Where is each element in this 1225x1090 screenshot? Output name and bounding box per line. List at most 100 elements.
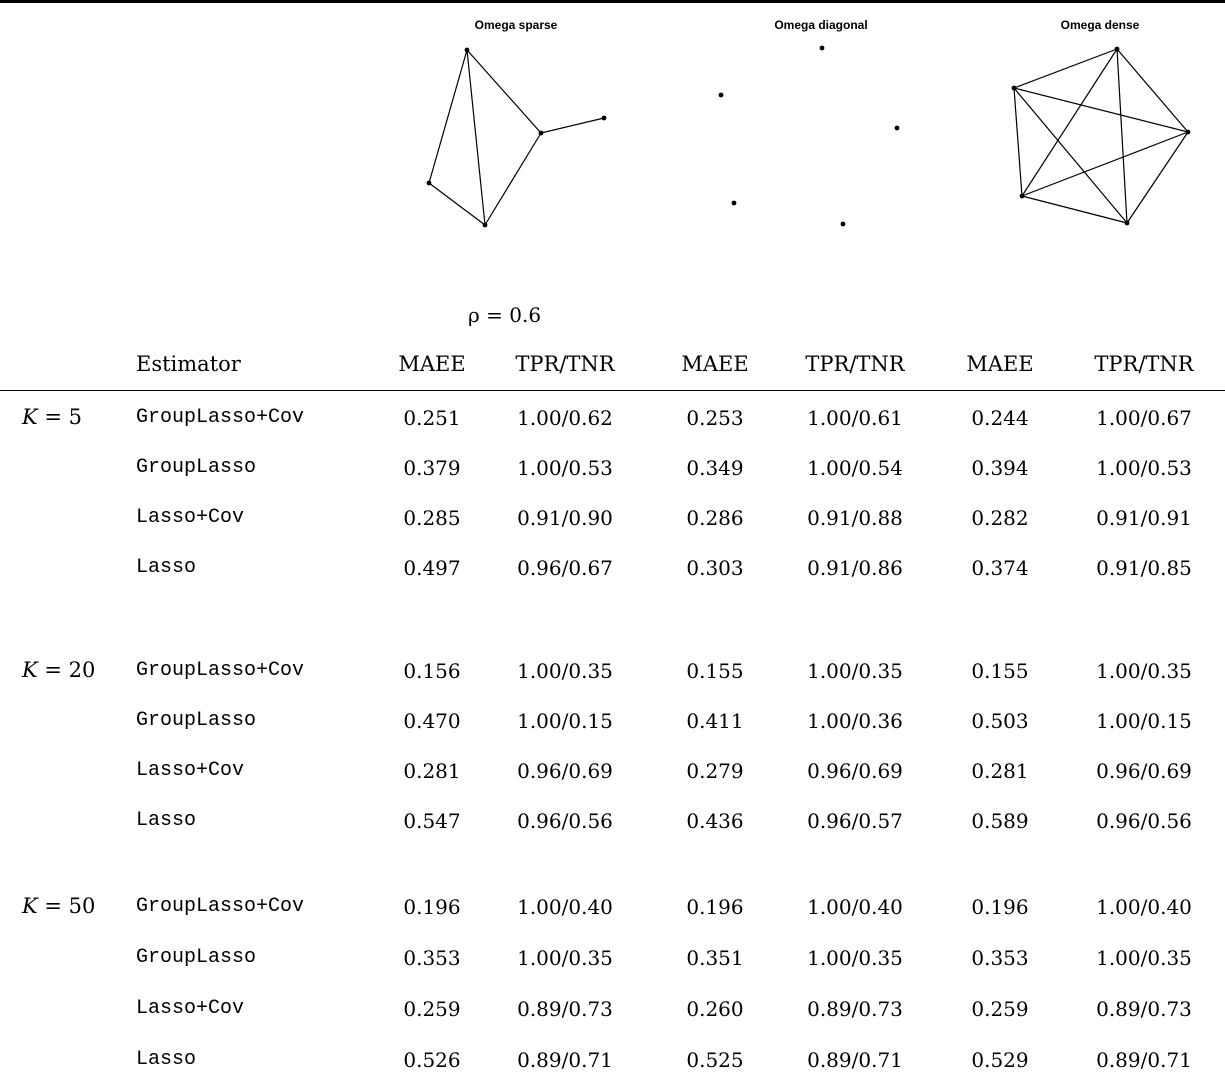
estimator-name: GroupLasso+Cov [136,406,305,429]
graph-1-node-3 [731,200,737,206]
k-symbol: K [22,658,38,682]
tpr-tnr-value: 0.96/0.56 [517,809,613,833]
graph-title-sparse: Omega sparse [474,18,558,32]
k-label: K = 20 [22,658,96,682]
graph-0-node-0 [464,47,470,53]
graph-1-node-2 [894,125,900,131]
graph-2-edge-7 [1021,131,1189,197]
maee-value: 0.470 [403,709,461,733]
header-tpr-tnr-2: TPR/TNR [805,352,905,376]
maee-value: 0.259 [971,997,1029,1021]
estimator-name: GroupLasso [136,946,257,969]
maee-value: 0.525 [686,1048,744,1072]
estimator-name: Lasso [136,1048,197,1071]
maee-value: 0.547 [403,809,461,833]
estimator-name: Lasso+Cov [136,506,245,529]
estimator-name: GroupLasso+Cov [136,895,305,918]
graph-2-edge-8 [1126,131,1189,224]
tpr-tnr-value: 1.00/0.53 [517,456,613,480]
tpr-tnr-value: 1.00/0.53 [1096,456,1192,480]
maee-value: 0.196 [403,895,461,919]
estimator-name: GroupLasso+Cov [136,659,305,682]
graph-0-node-2 [601,115,607,121]
tpr-tnr-value: 0.89/0.73 [1096,997,1192,1021]
maee-value: 0.374 [971,556,1029,580]
maee-value: 0.529 [971,1048,1029,1072]
tpr-tnr-value: 1.00/0.40 [1096,895,1192,919]
header-tpr-tnr-1: TPR/TNR [515,352,615,376]
graph-0 [426,47,607,228]
tpr-tnr-value: 0.96/0.57 [807,809,903,833]
maee-value: 0.526 [403,1048,461,1072]
tpr-tnr-value: 0.89/0.73 [807,997,903,1021]
graph-0-node-1 [538,130,544,136]
graph-2-edge-2 [1021,48,1118,197]
maee-value: 0.196 [686,895,744,919]
tpr-tnr-value: 1.00/0.62 [517,406,613,430]
maee-value: 0.351 [686,946,744,970]
header-maee-2: MAEE [681,352,749,376]
graph-2-edge-9 [1021,195,1128,224]
tpr-tnr-value: 0.96/0.67 [517,556,613,580]
maee-value: 0.497 [403,556,461,580]
maee-value: 0.303 [686,556,744,580]
graph-1-node-4 [840,221,846,227]
tpr-tnr-value: 1.00/0.35 [1096,659,1192,683]
graph-1-node-0 [819,45,825,51]
maee-value: 0.589 [971,809,1029,833]
graph-2 [1011,46,1191,226]
graph-2-node-2 [1185,129,1191,135]
tpr-tnr-value: 1.00/0.40 [807,895,903,919]
graph-2-edge-3 [1116,48,1128,224]
tpr-tnr-value: 1.00/0.15 [1096,709,1192,733]
graph-0-edge-4 [484,132,542,226]
graph-2-edge-0 [1013,48,1118,89]
maee-value: 0.259 [403,997,461,1021]
graph-2-node-1 [1011,85,1017,91]
estimator-name: Lasso+Cov [136,759,245,782]
graph-0-edge-0 [466,49,542,134]
maee-value: 0.251 [403,406,461,430]
graph-2-edge-6 [1013,87,1128,224]
graph-1 [718,45,900,227]
tpr-tnr-value: 0.91/0.86 [807,556,903,580]
graph-0-edge-2 [428,49,468,184]
tpr-tnr-value: 0.96/0.56 [1096,809,1192,833]
tpr-tnr-value: 1.00/0.35 [807,946,903,970]
rho-label-text: ρ = 0.6 [468,303,542,327]
graph-0-node-3 [482,222,488,228]
maee-value: 0.349 [686,456,744,480]
graph-2-node-3 [1019,193,1025,199]
tpr-tnr-value: 1.00/0.36 [807,709,903,733]
tpr-tnr-value: 0.96/0.69 [807,759,903,783]
network-graphs [426,45,1191,228]
tpr-tnr-value: 0.89/0.73 [517,997,613,1021]
maee-value: 0.155 [971,659,1029,683]
maee-value: 0.279 [686,759,744,783]
tpr-tnr-value: 1.00/0.40 [517,895,613,919]
header-tpr-tnr-3: TPR/TNR [1094,352,1194,376]
graph-0-edge-5 [428,182,486,226]
tpr-tnr-value: 1.00/0.61 [807,406,903,430]
tpr-tnr-value: 0.89/0.71 [1096,1048,1192,1072]
maee-value: 0.281 [403,759,461,783]
header-maee-3: MAEE [966,352,1034,376]
estimator-name: GroupLasso [136,709,257,732]
estimator-name: Lasso+Cov [136,997,245,1020]
header-maee-1: MAEE [398,352,466,376]
maee-value: 0.436 [686,809,744,833]
k-symbol: K [22,894,38,918]
maee-value: 0.253 [686,406,744,430]
tpr-tnr-value: 0.96/0.69 [517,759,613,783]
maee-value: 0.196 [971,895,1029,919]
graph-0-edge-1 [466,49,486,226]
tpr-tnr-value: 0.91/0.91 [1096,506,1192,530]
k-symbol: K [22,405,38,429]
maee-value: 0.353 [971,946,1029,970]
graph-1-node-1 [718,92,724,98]
header-rule [0,390,1225,391]
maee-value: 0.260 [686,997,744,1021]
maee-value: 0.281 [971,759,1029,783]
tpr-tnr-value: 1.00/0.35 [517,946,613,970]
graph-title-diagonal: Omega diagonal [774,18,868,32]
